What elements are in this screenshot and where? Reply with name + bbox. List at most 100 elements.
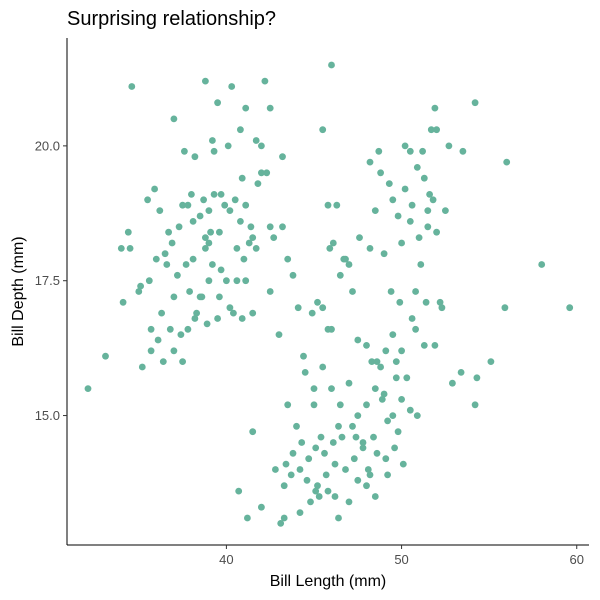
data-point-217 <box>382 455 390 463</box>
data-point-96 <box>177 331 185 338</box>
data-point-121 <box>314 298 321 306</box>
data-point-47 <box>226 207 234 215</box>
data-point-227 <box>324 487 332 495</box>
data-point-146 <box>438 304 446 312</box>
data-point-215 <box>366 471 374 479</box>
data-point-101 <box>240 255 248 263</box>
data-point-241 <box>352 433 360 441</box>
data-point-13 <box>237 126 244 134</box>
data-point-147 <box>396 298 404 306</box>
data-point-235 <box>312 487 320 495</box>
data-point-119 <box>319 304 327 312</box>
data-point-167 <box>420 342 428 349</box>
data-point-25 <box>375 147 383 155</box>
data-point-232 <box>363 482 370 490</box>
data-point-20 <box>445 142 453 150</box>
data-point-177 <box>301 369 309 376</box>
data-point-187 <box>389 412 397 419</box>
data-point-252 <box>364 466 372 473</box>
data-point-38 <box>175 223 183 231</box>
data-point-242 <box>378 396 386 403</box>
data-point-28 <box>459 147 467 155</box>
data-point-78 <box>242 277 250 285</box>
data-point-140 <box>442 207 449 215</box>
data-point-54 <box>263 169 271 177</box>
data-point-158 <box>373 358 381 365</box>
data-point-95 <box>166 325 174 333</box>
axes <box>66 38 589 546</box>
data-point-0 <box>128 83 136 90</box>
data-point-40 <box>189 218 197 225</box>
data-point-170 <box>457 369 465 376</box>
data-point-250 <box>424 207 432 215</box>
data-point-29 <box>503 158 511 166</box>
data-point-145 <box>422 298 430 306</box>
data-point-134 <box>420 174 428 182</box>
data-point-201 <box>298 439 306 446</box>
data-point-195 <box>349 422 356 430</box>
data-point-64 <box>117 245 125 252</box>
data-point-91 <box>119 298 127 306</box>
data-point-12 <box>224 142 232 150</box>
data-point-171 <box>473 374 481 382</box>
data-point-174 <box>538 261 546 268</box>
data-point-97 <box>191 315 199 322</box>
data-point-169 <box>449 379 456 387</box>
data-point-214 <box>359 444 367 452</box>
data-point-178 <box>310 401 318 409</box>
data-point-182 <box>345 379 353 387</box>
data-point-60 <box>249 234 257 242</box>
data-point-132 <box>389 196 397 204</box>
data-point-240 <box>335 422 342 430</box>
data-point-55 <box>266 223 274 231</box>
data-point-245 <box>349 288 356 295</box>
data-point-231 <box>354 476 362 484</box>
data-point-249 <box>436 298 444 306</box>
data-point-86 <box>193 309 201 317</box>
data-point-156 <box>354 336 362 344</box>
data-point-165 <box>403 374 411 382</box>
data-point-151 <box>333 201 341 209</box>
x-tick-label-1: 50 <box>394 552 408 567</box>
data-point-218 <box>391 444 398 452</box>
data-point-5 <box>170 115 178 123</box>
data-point-138 <box>371 207 379 215</box>
data-point-152 <box>336 271 344 279</box>
data-point-31 <box>377 169 384 177</box>
data-point-229 <box>335 514 342 522</box>
data-point-143 <box>356 234 363 242</box>
data-point-32 <box>124 228 132 236</box>
x-tick-label-2: 60 <box>570 552 584 567</box>
data-point-80 <box>266 288 274 295</box>
data-point-166 <box>412 325 419 333</box>
y-tick-label-2: 20.0 <box>35 138 60 153</box>
data-point-236 <box>249 428 257 436</box>
data-point-190 <box>413 412 421 419</box>
data-point-110 <box>147 347 155 355</box>
data-point-243 <box>392 358 400 365</box>
data-point-137 <box>385 180 393 188</box>
data-point-230 <box>345 498 353 506</box>
data-point-130 <box>424 223 432 231</box>
data-point-205 <box>280 482 288 490</box>
data-point-219 <box>399 460 407 468</box>
data-point-1 <box>202 77 209 85</box>
data-point-225 <box>244 514 251 522</box>
data-point-73 <box>205 277 213 285</box>
data-point-66 <box>145 277 153 285</box>
data-point-122 <box>329 239 337 247</box>
data-point-81 <box>284 255 292 263</box>
data-point-237 <box>284 401 292 409</box>
data-point-120 <box>326 245 334 252</box>
data-point-19 <box>401 142 409 150</box>
data-point-126 <box>380 250 388 258</box>
data-point-198 <box>321 449 328 457</box>
data-point-10 <box>471 99 479 107</box>
data-point-94 <box>154 336 162 344</box>
data-point-183 <box>354 412 362 419</box>
data-point-34 <box>151 185 159 193</box>
data-point-61 <box>179 201 187 209</box>
y-tick-label-0: 15.0 <box>35 408 60 423</box>
data-point-115 <box>252 245 260 252</box>
data-point-248 <box>310 385 318 392</box>
